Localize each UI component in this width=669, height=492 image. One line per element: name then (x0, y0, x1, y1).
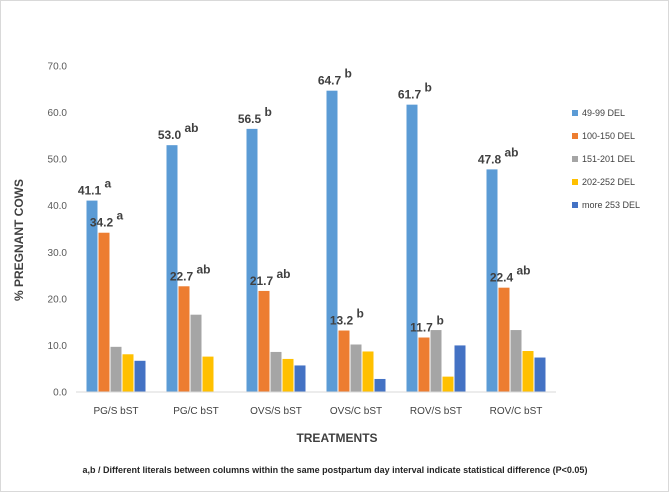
bar-1-3 (202, 356, 214, 392)
bar-0-0 (86, 200, 98, 392)
bar-2-0 (246, 128, 258, 392)
y-tick-label: 40.0 (48, 201, 68, 212)
footnote: a,b / Different literals between columns… (83, 465, 588, 475)
bar-4-0 (406, 104, 418, 392)
bar-0-1 (98, 232, 110, 392)
category-labels: PG/S bST PG/C bST OVS/S bST OVS/C bST ROV/S … (93, 406, 542, 417)
significance-letter: ab (517, 264, 531, 278)
y-tick-label: 20.0 (48, 294, 68, 305)
bar-3-3 (362, 351, 374, 392)
x-axis-title: TREATMENTS (296, 431, 377, 445)
category-label: ROV/S bST (410, 406, 462, 417)
bar-2-3 (282, 358, 294, 392)
bar-2-1 (258, 290, 270, 392)
significance-letter: a (117, 209, 124, 223)
y-tick-label: 50.0 (48, 155, 68, 166)
bar-3-4 (374, 378, 386, 392)
significance-letter: b (357, 307, 364, 321)
significance-letter: b (425, 81, 432, 95)
significance-letter: b (345, 67, 352, 81)
y-tick-label: 70.0 (48, 62, 68, 73)
data-label: 47.8 (478, 152, 502, 166)
legend-swatch (572, 202, 578, 208)
category-label: ROV/C bST (490, 406, 543, 417)
bar-1-1 (178, 286, 190, 392)
legend-swatch (572, 133, 578, 139)
significance-letter: a (105, 177, 112, 191)
bar-1-0 (166, 145, 178, 392)
legend-swatch (572, 179, 578, 185)
y-tick-label: 10.0 (48, 341, 68, 352)
category-label: OVS/C bST (330, 406, 382, 417)
data-label: 61.7 (398, 88, 422, 102)
y-axis-title: % PREGNANT COWS (12, 179, 26, 301)
legend-label: 100-150 DEL (582, 131, 635, 141)
y-tick-label: 60.0 (48, 108, 68, 119)
data-label: 22.4 (490, 271, 514, 285)
data-label: 56.5 (238, 112, 262, 126)
legend: 49-99 DEL 100-150 DEL 151-201 DEL 202-252 D… (572, 108, 640, 210)
bar-5-2 (510, 330, 522, 392)
legend-swatch (572, 110, 578, 116)
bar-0-4 (134, 360, 146, 392)
legend-label: 49-99 DEL (582, 108, 625, 118)
data-label: 21.7 (250, 274, 274, 288)
bar-5-3 (522, 351, 534, 392)
data-label: 41.1 (78, 184, 102, 198)
significance-letter: ab (277, 267, 291, 281)
bar-0-2 (110, 346, 122, 392)
legend-label: 202-252 DEL (582, 177, 635, 187)
significance-letter: ab (505, 145, 519, 159)
significance-letter: ab (185, 121, 199, 135)
bar-3-2 (350, 344, 362, 392)
data-label: 53.0 (158, 128, 182, 142)
bar-1-2 (190, 314, 202, 392)
bar-5-0 (486, 169, 498, 392)
category-label: OVS/S bST (250, 406, 302, 417)
legend-swatch (572, 156, 578, 162)
y-axis-ticks: 0.0 10.0 20.0 30.0 40.0 50.0 60.0 70.0 (48, 62, 68, 399)
bar-4-2 (430, 330, 442, 392)
bar-0-3 (122, 354, 134, 392)
legend-label: more 253 DEL (582, 200, 640, 210)
data-label: 22.7 (170, 269, 194, 283)
bar-4-3 (442, 376, 454, 392)
data-label: 13.2 (330, 314, 354, 328)
category-label: PG/C bST (173, 406, 219, 417)
bar-4-1 (418, 337, 430, 392)
bar-5-1 (498, 287, 510, 392)
data-label: 64.7 (318, 74, 342, 88)
category-label: PG/S bST (93, 406, 138, 417)
bar-5-4 (534, 357, 546, 392)
bar-2-2 (270, 351, 282, 392)
bar-2-4 (294, 365, 306, 392)
bar-4-4 (454, 345, 466, 392)
bar-3-1 (338, 330, 350, 392)
y-tick-label: 30.0 (48, 248, 68, 259)
legend-label: 151-201 DEL (582, 154, 635, 164)
bar-3-0 (326, 90, 338, 392)
significance-letter: b (265, 105, 272, 119)
data-label: 11.7 (410, 321, 433, 335)
significance-letter: b (437, 314, 444, 328)
significance-letter: ab (197, 262, 211, 276)
bars-group (86, 90, 546, 392)
y-tick-label: 0.0 (53, 388, 67, 399)
data-label: 34.2 (90, 216, 114, 230)
